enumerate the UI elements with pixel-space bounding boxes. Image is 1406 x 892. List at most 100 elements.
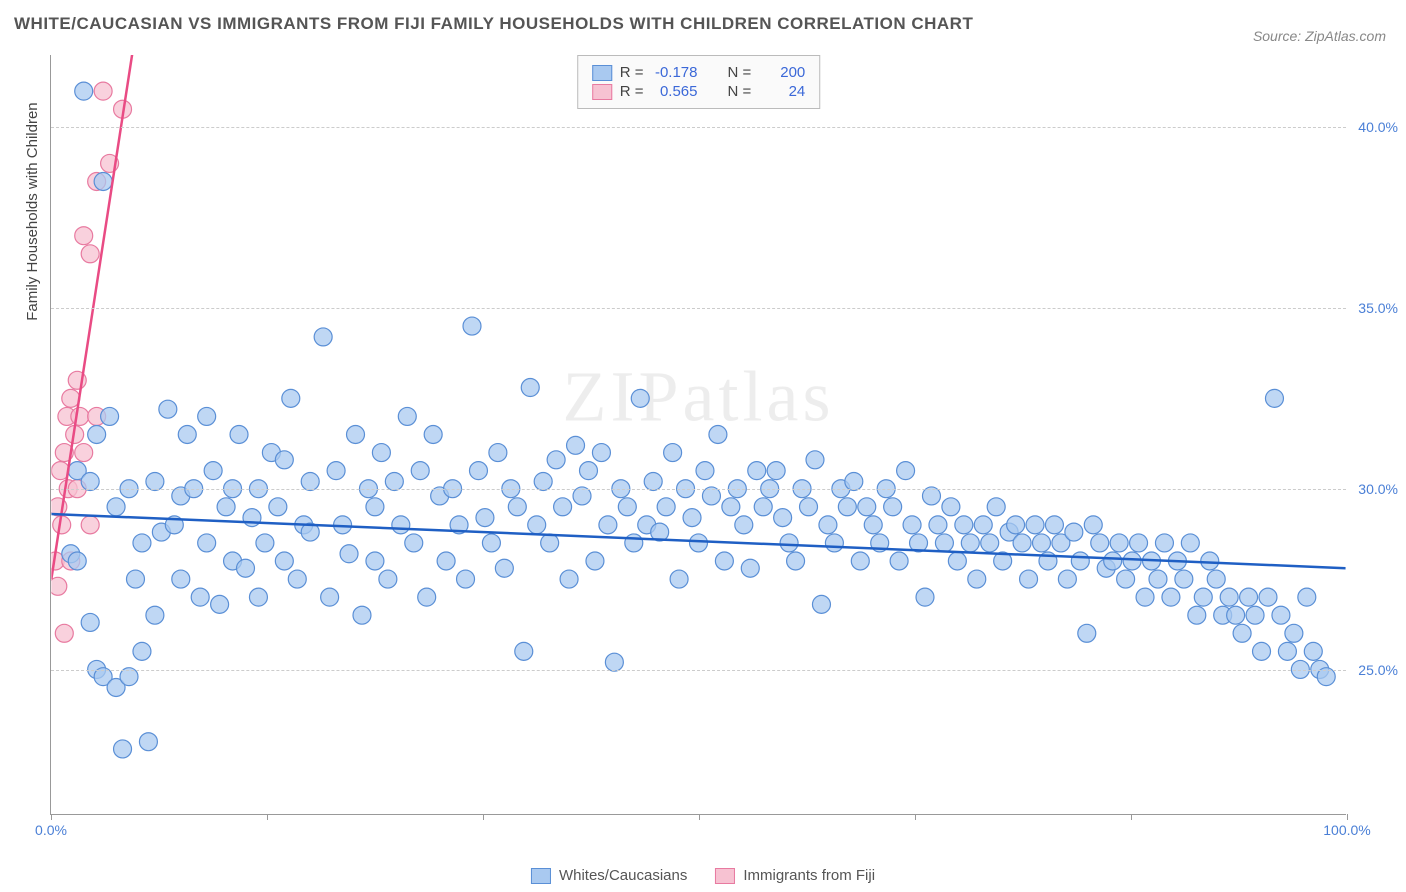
data-point [469, 462, 487, 480]
data-point [767, 462, 785, 480]
data-point [159, 400, 177, 418]
data-point [864, 516, 882, 534]
gridline [51, 489, 1346, 490]
data-point [605, 653, 623, 671]
data-point [198, 534, 216, 552]
data-point [890, 552, 908, 570]
y-tick-label: 40.0% [1358, 119, 1398, 135]
x-tick [699, 814, 700, 820]
data-point [554, 498, 572, 516]
data-point [1278, 642, 1296, 660]
data-point [1065, 523, 1083, 541]
chart-title: WHITE/CAUCASIAN VS IMMIGRANTS FROM FIJI … [14, 14, 973, 34]
data-point [275, 552, 293, 570]
data-point [1130, 534, 1148, 552]
data-point [528, 516, 546, 534]
x-tick [483, 814, 484, 820]
data-point [722, 498, 740, 516]
data-point [81, 472, 99, 490]
data-point [657, 498, 675, 516]
gridline [51, 670, 1346, 671]
legend-r-value: R =0.565 [620, 83, 698, 100]
data-point [754, 498, 772, 516]
data-point [204, 462, 222, 480]
data-point [347, 426, 365, 444]
data-point [1071, 552, 1089, 570]
data-point [1201, 552, 1219, 570]
data-point [94, 173, 112, 191]
x-tick-label: 100.0% [1323, 822, 1370, 838]
data-point [800, 498, 818, 516]
data-point [515, 642, 533, 660]
data-point [133, 534, 151, 552]
data-point [398, 407, 416, 425]
y-tick-label: 30.0% [1358, 481, 1398, 497]
data-point [735, 516, 753, 534]
data-point [379, 570, 397, 588]
data-point [851, 552, 869, 570]
y-tick-label: 25.0% [1358, 662, 1398, 678]
data-point [961, 534, 979, 552]
data-point [1298, 588, 1316, 606]
data-point [327, 462, 345, 480]
data-point [664, 444, 682, 462]
data-point [1240, 588, 1258, 606]
y-tick-label: 35.0% [1358, 300, 1398, 316]
gridline [51, 127, 1346, 128]
data-point [819, 516, 837, 534]
scatter-svg [51, 55, 1346, 814]
data-point [1207, 570, 1225, 588]
data-point [1181, 534, 1199, 552]
data-point [126, 570, 144, 588]
data-point [884, 498, 902, 516]
data-point [353, 606, 371, 624]
data-point [586, 552, 604, 570]
data-point [282, 389, 300, 407]
x-tick-label: 0.0% [35, 822, 67, 838]
legend-swatch [715, 868, 735, 884]
x-tick [915, 814, 916, 820]
data-point [845, 472, 863, 490]
data-point [774, 509, 792, 527]
data-point [1084, 516, 1102, 534]
legend-swatch [592, 65, 612, 81]
data-point [133, 642, 151, 660]
data-point [916, 588, 934, 606]
data-point [237, 559, 255, 577]
data-point [567, 436, 585, 454]
data-point [599, 516, 617, 534]
data-point [81, 245, 99, 263]
plot-area: ZIPatlas R =-0.178N =200R =0.565N =24 25… [50, 55, 1346, 815]
data-point [1155, 534, 1173, 552]
data-point [1078, 624, 1096, 642]
data-point [683, 509, 701, 527]
y-axis-label: Family Households with Children [24, 102, 41, 320]
data-point [392, 516, 410, 534]
chart-container: WHITE/CAUCASIAN VS IMMIGRANTS FROM FIJI … [0, 0, 1406, 892]
data-point [114, 740, 132, 758]
legend-r-value: R =-0.178 [620, 64, 698, 81]
data-point [897, 462, 915, 480]
data-point [670, 570, 688, 588]
x-tick [1131, 814, 1132, 820]
data-point [217, 498, 235, 516]
data-point [968, 570, 986, 588]
data-point [1136, 588, 1154, 606]
data-point [482, 534, 500, 552]
data-point [1188, 606, 1206, 624]
data-point [942, 498, 960, 516]
data-point [696, 462, 714, 480]
data-point [1091, 534, 1109, 552]
x-tick [51, 814, 52, 820]
data-point [437, 552, 455, 570]
data-point [1246, 606, 1264, 624]
data-point [457, 570, 475, 588]
data-point [314, 328, 332, 346]
data-point [495, 559, 513, 577]
legend-n-value: N =200 [728, 64, 806, 81]
data-point [340, 545, 358, 563]
legend-item: Immigrants from Fiji [715, 867, 875, 884]
data-point [55, 624, 73, 642]
data-point [1149, 570, 1167, 588]
data-point [211, 595, 229, 613]
